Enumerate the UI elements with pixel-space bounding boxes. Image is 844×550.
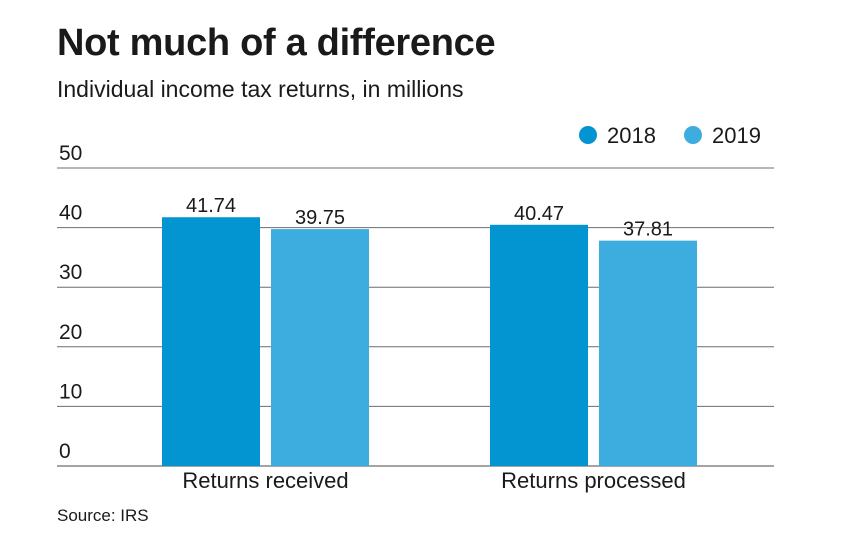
data-label: 37.81 <box>623 219 673 241</box>
legend-swatch-2019 <box>684 126 702 144</box>
x-tick-label: Returns received <box>182 468 348 493</box>
legend-swatch-2018 <box>579 126 597 144</box>
bar-2018-1 <box>490 224 588 466</box>
bars <box>162 217 697 466</box>
chart-subtitle: Individual income tax returns, in millio… <box>57 76 464 102</box>
source-note: Source: IRS <box>57 506 149 525</box>
chart-title: Not much of a difference <box>57 22 496 64</box>
data-label: 41.74 <box>186 195 236 217</box>
bar-2019-0 <box>271 229 369 466</box>
y-tick-label: 20 <box>59 321 82 344</box>
data-labels: 41.74 39.75 40.47 37.81 <box>186 195 673 240</box>
legend: 2018 2019 <box>579 123 761 148</box>
x-axis-ticks: Returns received Returns processed <box>182 468 685 493</box>
legend-label-2019: 2019 <box>712 123 761 148</box>
bar-2018-0 <box>162 217 260 466</box>
data-label: 39.75 <box>295 207 345 229</box>
y-tick-label: 30 <box>59 261 82 284</box>
x-tick-label: Returns processed <box>501 468 686 493</box>
legend-label-2018: 2018 <box>607 123 656 148</box>
y-tick-label: 50 <box>59 142 82 165</box>
y-tick-label: 10 <box>59 380 82 403</box>
y-tick-label: 0 <box>59 440 71 463</box>
data-label: 40.47 <box>514 203 564 225</box>
bar-2019-1 <box>599 240 697 466</box>
y-tick-label: 40 <box>59 202 82 225</box>
y-axis-ticks: 0 10 20 30 40 50 <box>59 142 82 463</box>
